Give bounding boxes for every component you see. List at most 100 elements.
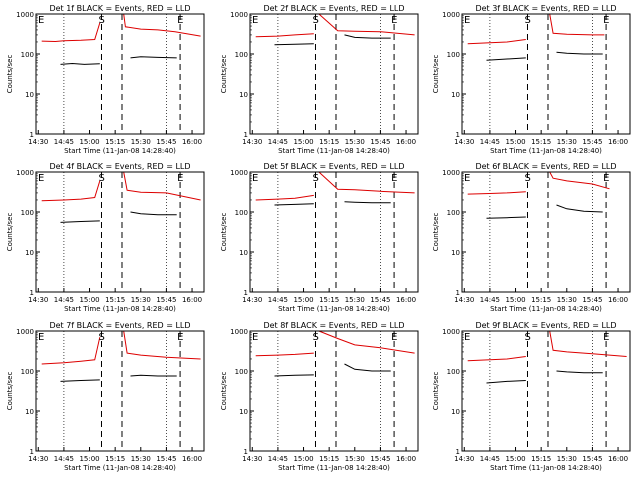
y-tick-label: 10 [451,249,460,257]
x-tick-label: 15:45 [156,455,176,463]
chart-panel-5: Det 5f BLACK = Events, RED = LLD S E E 1 10 10… [220,162,419,313]
y-tick-label: 10 [239,91,248,99]
y-axis-label: Counts/sec [6,213,14,252]
chart-title: Det 8f BLACK = Events, RED = LLD [263,321,404,330]
x-tick-label: 16:00 [608,455,628,463]
series-line-lld [549,13,605,36]
x-tick-label: 15:30 [557,455,577,463]
marker-label-left: E [252,332,258,343]
x-tick-label: 16:00 [396,138,416,146]
series-line-events [60,220,100,223]
series-line-lld [41,22,101,43]
x-tick-label: 16:00 [182,138,202,146]
x-tick-label: 14:45 [54,296,74,304]
x-tick-label: 15:00 [293,138,313,146]
x-tick-label: 15:30 [131,455,151,463]
x-tick-label: 15:30 [345,296,365,304]
marker-label-start: S [98,15,104,26]
x-tick-label: 14:45 [268,455,288,463]
marker-label-start: S [312,332,318,343]
plot-frame [461,13,631,135]
chart-panel-1: Det 1f BLACK = Events, RED = LLD S E E 1 10 10… [6,4,205,155]
series-line-events [60,379,100,382]
x-axis-label: Start Time (11-Jan-08 14:28:40) [64,464,176,472]
marker-label-start: S [312,15,318,26]
marker-label-start: S [312,173,318,184]
series-line-events [486,380,526,384]
series-line-lld [123,171,201,201]
chart-title: Det 1f BLACK = Events, RED = LLD [49,4,190,13]
x-tick-label: 16:00 [396,296,416,304]
x-tick-label: 14:45 [54,138,74,146]
x-tick-label: 15:00 [293,296,313,304]
marker-label-start: S [98,332,104,343]
y-axis-label: Counts/sec [220,55,228,94]
y-tick-label: 1 [244,448,248,456]
y-tick-label: 1 [30,448,34,456]
x-tick-label: 15:15 [105,296,125,304]
x-axis-label: Start Time (11-Jan-08 14:28:40) [278,464,390,472]
y-tick-label: 1000 [442,11,460,19]
y-axis-label: Counts/sec [432,372,440,411]
x-tick-label: 15:45 [370,138,390,146]
x-tick-label: 14:45 [268,296,288,304]
x-tick-label: 14:45 [480,455,500,463]
chart-panel-8: Det 8f BLACK = Events, RED = LLD S E E 1 10 10… [220,321,419,472]
series-line-lld [467,356,526,362]
plot-frame [35,13,205,135]
y-tick-label: 1 [244,131,248,139]
x-tick-label: 15:15 [531,138,551,146]
y-axis-label: Counts/sec [220,213,228,252]
y-tick-label: 1 [456,131,460,139]
x-axis-label: Start Time (11-Jan-08 14:28:40) [490,305,602,313]
x-tick-label: 15:45 [582,138,602,146]
x-axis-label: Start Time (11-Jan-08 14:28:40) [64,147,176,155]
series-line-lld [123,330,201,360]
x-tick-label: 15:30 [131,296,151,304]
y-tick-label: 1000 [16,328,34,336]
series-line-lld [255,33,314,38]
series-line-lld [123,13,201,37]
chart-panel-9: Det 9f BLACK = Events, RED = LLD S E E 1 10 10… [432,321,631,472]
series-line-lld [318,171,415,194]
x-tick-label: 16:00 [608,296,628,304]
y-tick-label: 10 [25,408,34,416]
marker-label-left: E [464,332,470,343]
x-tick-label: 15:00 [505,455,525,463]
x-tick-label: 15:30 [557,296,577,304]
marker-label-end: E [603,15,609,26]
x-axis-label: Start Time (11-Jan-08 14:28:40) [490,464,602,472]
x-tick-label: 16:00 [608,138,628,146]
chart-title: Det 9f BLACK = Events, RED = LLD [475,321,616,330]
x-tick-label: 15:45 [582,455,602,463]
x-tick-label: 14:30 [454,455,474,463]
y-tick-label: 1 [30,289,34,297]
y-tick-label: 10 [451,91,460,99]
y-tick-label: 100 [235,368,248,376]
y-tick-label: 10 [25,249,34,257]
x-tick-label: 16:00 [182,296,202,304]
x-tick-label: 14:30 [28,296,48,304]
marker-label-start: S [98,173,104,184]
x-axis-label: Start Time (11-Jan-08 14:28:40) [490,147,602,155]
chart-panel-3: Det 3f BLACK = Events, RED = LLD S E E 1 10 10… [432,4,631,155]
series-line-lld [467,39,526,45]
x-tick-label: 16:00 [182,455,202,463]
y-axis-label: Counts/sec [6,55,14,94]
y-tick-label: 100 [21,51,34,59]
x-tick-label: 15:00 [505,296,525,304]
y-tick-label: 10 [239,408,248,416]
chart-title: Det 3f BLACK = Events, RED = LLD [475,4,616,13]
plot-frame [35,171,205,293]
series-line-events [486,216,526,219]
y-tick-label: 1 [456,289,460,297]
series-line-events [130,56,177,59]
series-line-events [344,34,391,39]
marker-label-start: S [524,15,530,26]
series-line-lld [318,13,415,36]
x-tick-label: 16:00 [396,455,416,463]
x-axis-label: Start Time (11-Jan-08 14:28:40) [278,305,390,313]
y-tick-label: 1 [244,289,248,297]
series-line-lld [318,330,415,354]
